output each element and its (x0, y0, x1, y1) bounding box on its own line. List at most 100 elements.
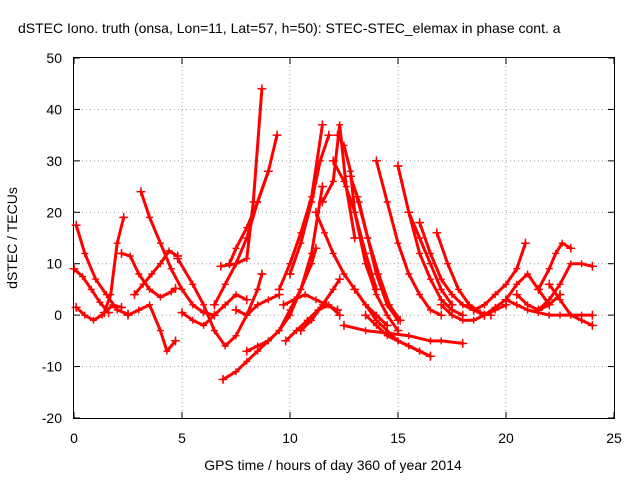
data-point (92, 275, 100, 283)
data-point (437, 285, 445, 293)
data-point (383, 329, 391, 337)
series-endpoint-marker (328, 156, 338, 166)
data-series (225, 130, 282, 269)
data-point (156, 327, 164, 335)
series-endpoint-marker (371, 284, 381, 294)
data-point (135, 306, 143, 314)
y-tick-label: 50 (46, 50, 62, 66)
series-endpoint-marker (274, 284, 284, 294)
data-series (533, 239, 576, 294)
series-endpoint-marker (173, 254, 183, 264)
series-endpoint-marker (345, 171, 355, 181)
x-tick-label: 15 (390, 430, 406, 446)
data-point (405, 342, 413, 350)
data-point (297, 239, 305, 247)
data-point (465, 301, 473, 309)
data-series (296, 274, 345, 336)
data-point (329, 285, 337, 293)
data-series (99, 212, 129, 318)
data-point (264, 167, 272, 175)
data-point (254, 285, 262, 293)
series-endpoint-marker (425, 351, 435, 361)
series-endpoint-marker (225, 259, 235, 269)
series-line (536, 241, 573, 291)
data-point (146, 285, 154, 293)
data-point (286, 311, 294, 319)
series-line (284, 303, 342, 343)
data-point (513, 265, 521, 273)
series-endpoint-marker (136, 187, 146, 197)
data-point (340, 177, 348, 185)
data-series (339, 320, 468, 348)
series-line (228, 133, 279, 266)
chart-title: dSTEC Iono. truth (onsa, Lon=11, Lat=57,… (18, 20, 561, 36)
data-series (285, 130, 334, 279)
data-series (123, 301, 181, 355)
data-point (578, 260, 586, 268)
series-endpoint-marker (436, 310, 446, 320)
series-endpoint-marker (218, 374, 228, 384)
axis-ticks (73, 57, 615, 419)
data-series (71, 301, 127, 324)
series-endpoint-marker (231, 305, 241, 315)
data-point (312, 296, 320, 304)
data-point (340, 270, 348, 278)
series-endpoint-marker (285, 269, 295, 279)
data-point (556, 280, 564, 288)
series-endpoint-marker (520, 238, 530, 248)
data-series (216, 84, 267, 271)
series-endpoint-marker (436, 300, 446, 310)
series-endpoint-marker (479, 310, 489, 320)
data-point (383, 198, 391, 206)
series-endpoint-marker (333, 130, 343, 140)
data-point (383, 311, 391, 319)
data-series (501, 295, 597, 320)
data-point (513, 301, 521, 309)
data-point (437, 275, 445, 283)
series-endpoint-marker (404, 207, 414, 217)
data-point (139, 280, 147, 288)
data-point (426, 260, 434, 268)
series-line (245, 185, 324, 353)
grid (74, 58, 614, 418)
data-series (328, 156, 381, 294)
data-point (189, 280, 197, 288)
y-tick-label: 40 (46, 101, 62, 117)
data-point (232, 244, 240, 252)
data-point (167, 288, 175, 296)
series-endpoint-marker (242, 295, 252, 305)
series-endpoint-marker (333, 305, 343, 315)
data-point (444, 260, 452, 268)
data-series (173, 254, 267, 350)
data-point (416, 291, 424, 299)
data-point (243, 255, 251, 263)
x-tick-label: 5 (178, 430, 186, 446)
data-point (275, 327, 283, 335)
data-series (469, 238, 530, 315)
data-series (177, 291, 252, 329)
series-endpoint-marker (272, 130, 282, 140)
data-point (340, 141, 348, 149)
data-point (502, 280, 510, 288)
x-axis-label: GPS time / hours of day 360 of year 2014 (204, 457, 462, 473)
data-point (524, 270, 532, 278)
series-endpoint-marker (209, 300, 219, 310)
data-point (232, 291, 240, 299)
data-point (578, 316, 586, 324)
data-point (448, 291, 456, 299)
series-endpoint-marker (311, 207, 321, 217)
data-point (558, 239, 566, 247)
series-endpoint-marker (324, 130, 334, 140)
y-axis-tick-labels: -20 -10 0 10 20 30 40 50 (42, 50, 62, 426)
series-endpoint-marker (119, 212, 129, 222)
series-endpoint-marker (177, 308, 187, 318)
series-endpoint-marker (382, 320, 392, 330)
series-endpoint-marker (587, 261, 597, 271)
series-endpoint-marker (335, 310, 345, 320)
data-point (81, 311, 89, 319)
y-tick-label: -20 (42, 410, 62, 426)
data-point (96, 298, 104, 306)
data-point (109, 301, 117, 309)
data-point (416, 347, 424, 355)
x-tick-label: 0 (70, 430, 78, 446)
